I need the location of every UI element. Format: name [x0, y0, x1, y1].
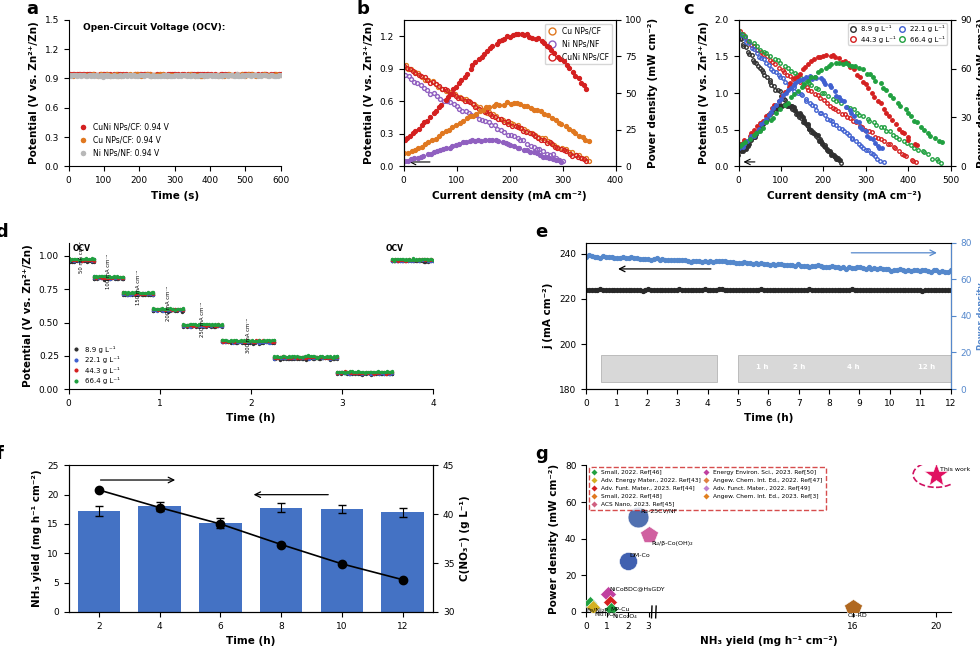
X-axis label: NH₃ yield (mg h⁻¹ cm⁻²): NH₃ yield (mg h⁻¹ cm⁻²)	[700, 636, 837, 646]
Y-axis label: Potential (V vs. Zn²⁺/Zn): Potential (V vs. Zn²⁺/Zn)	[24, 245, 33, 387]
X-axis label: Time (h): Time (h)	[744, 413, 793, 423]
Text: OCV: OCV	[386, 244, 404, 253]
Y-axis label: Potential (V vs. Zn²⁺/Zn): Potential (V vs. Zn²⁺/Zn)	[699, 22, 709, 164]
Bar	[381, 513, 424, 612]
Text: b: b	[357, 0, 369, 18]
Text: 100 mA cm⁻²: 100 mA cm⁻²	[106, 254, 111, 289]
Y-axis label: Power density (mW cm⁻²): Power density (mW cm⁻²)	[550, 464, 560, 614]
X-axis label: Time (h): Time (h)	[226, 413, 275, 423]
Y-axis label: NH₃ yield (mg h⁻¹ cm⁻²): NH₃ yield (mg h⁻¹ cm⁻²)	[31, 470, 42, 607]
Text: 12 h: 12 h	[917, 364, 935, 370]
Legend: Small, 2022. Ref[46], Adv. Energy Mater., 2022. Ref[43], Adv. Funt. Mater., 2023: Small, 2022. Ref[46], Adv. Energy Mater.…	[589, 467, 826, 510]
Text: e: e	[535, 222, 548, 241]
Bar	[199, 523, 242, 612]
Legend: Cu NPs/CF, Ni NPs/NF, CuNi NPs/CF: Cu NPs/CF, Ni NPs/NF, CuNi NPs/CF	[545, 24, 612, 64]
Text: OCV: OCV	[73, 244, 90, 253]
Text: f: f	[0, 445, 4, 463]
Text: This work: This work	[940, 467, 970, 472]
Bar	[320, 509, 364, 612]
Text: 50 mA cm⁻²: 50 mA cm⁻²	[78, 241, 84, 273]
X-axis label: Time (h): Time (h)	[226, 636, 275, 646]
Y-axis label: Potential (V vs. Zn²⁺/Zn): Potential (V vs. Zn²⁺/Zn)	[364, 22, 374, 164]
Text: Cu-RD: Cu-RD	[848, 613, 867, 619]
Text: d: d	[0, 222, 9, 241]
Y-axis label: j (mA cm⁻²): j (mA cm⁻²)	[544, 283, 554, 349]
Y-axis label: C(NO₃⁻) (g L⁻¹): C(NO₃⁻) (g L⁻¹)	[460, 496, 469, 582]
Y-axis label: Potential (V vs. Zn²⁺/Zn): Potential (V vs. Zn²⁺/Zn)	[29, 22, 39, 164]
FancyBboxPatch shape	[602, 355, 716, 382]
Text: 200 mA cm⁻²: 200 mA cm⁻²	[167, 286, 172, 321]
X-axis label: Time (s): Time (s)	[151, 191, 199, 201]
Text: MP-Cu: MP-Cu	[611, 607, 629, 612]
Text: 250 mA cm⁻²: 250 mA cm⁻²	[200, 302, 205, 337]
Text: a: a	[26, 0, 38, 18]
Text: DM-Co: DM-Co	[630, 553, 651, 558]
Y-axis label: Power density (mW cm⁻²): Power density (mW cm⁻²)	[648, 18, 659, 168]
X-axis label: Current density (mA cm⁻²): Current density (mA cm⁻²)	[432, 191, 587, 201]
X-axis label: Current density (mA cm⁻²): Current density (mA cm⁻²)	[767, 191, 922, 201]
Text: 150 mA cm⁻²: 150 mA cm⁻²	[136, 270, 141, 305]
Y-axis label: Power density
(mW cm⁻²): Power density (mW cm⁻²)	[977, 282, 980, 349]
Text: 4 h: 4 h	[847, 364, 859, 370]
Text: NiCo₂O₄: NiCo₂O₄	[612, 615, 637, 619]
Text: Ru-25CV/NF: Ru-25CV/NF	[640, 509, 677, 514]
Text: Ru/β-Co(OH)₂: Ru/β-Co(OH)₂	[652, 541, 693, 546]
Text: Fe₂TiO₅: Fe₂TiO₅	[595, 613, 616, 617]
Bar	[138, 507, 181, 612]
Text: Fe/Ni₂P: Fe/Ni₂P	[587, 608, 609, 613]
Text: Open-Circuit Voltage (OCV):: Open-Circuit Voltage (OCV):	[83, 22, 225, 32]
Legend: 8.9 g L⁻¹, 44.3 g L⁻¹, 22.1 g L⁻¹, 66.4 g L⁻¹: 8.9 g L⁻¹, 44.3 g L⁻¹, 22.1 g L⁻¹, 66.4 …	[848, 23, 947, 45]
Y-axis label: Power density (mW cm⁻²): Power density (mW cm⁻²)	[977, 18, 980, 168]
Bar	[260, 507, 303, 612]
Bar	[77, 511, 121, 612]
Text: NiCoBDC@HsGDY: NiCoBDC@HsGDY	[609, 586, 664, 591]
Text: 2 h: 2 h	[793, 364, 805, 370]
FancyBboxPatch shape	[738, 355, 951, 382]
Legend: 8.9 g L⁻¹, 22.1 g L⁻¹, 44.3 g L⁻¹, 66.4 g L⁻¹: 8.9 g L⁻¹, 22.1 g L⁻¹, 44.3 g L⁻¹, 66.4 …	[73, 345, 121, 386]
Text: 300 mA cm⁻²: 300 mA cm⁻²	[246, 318, 251, 353]
Legend: CuNi NPs/CF: 0.94 V, Cu NPs/CF: 0.94 V, Ni NPs/NF: 0.94 V: CuNi NPs/CF: 0.94 V, Cu NPs/CF: 0.94 V, …	[76, 120, 171, 160]
Text: g: g	[535, 445, 548, 463]
Text: 1 h: 1 h	[757, 364, 768, 370]
Text: c: c	[683, 0, 694, 18]
